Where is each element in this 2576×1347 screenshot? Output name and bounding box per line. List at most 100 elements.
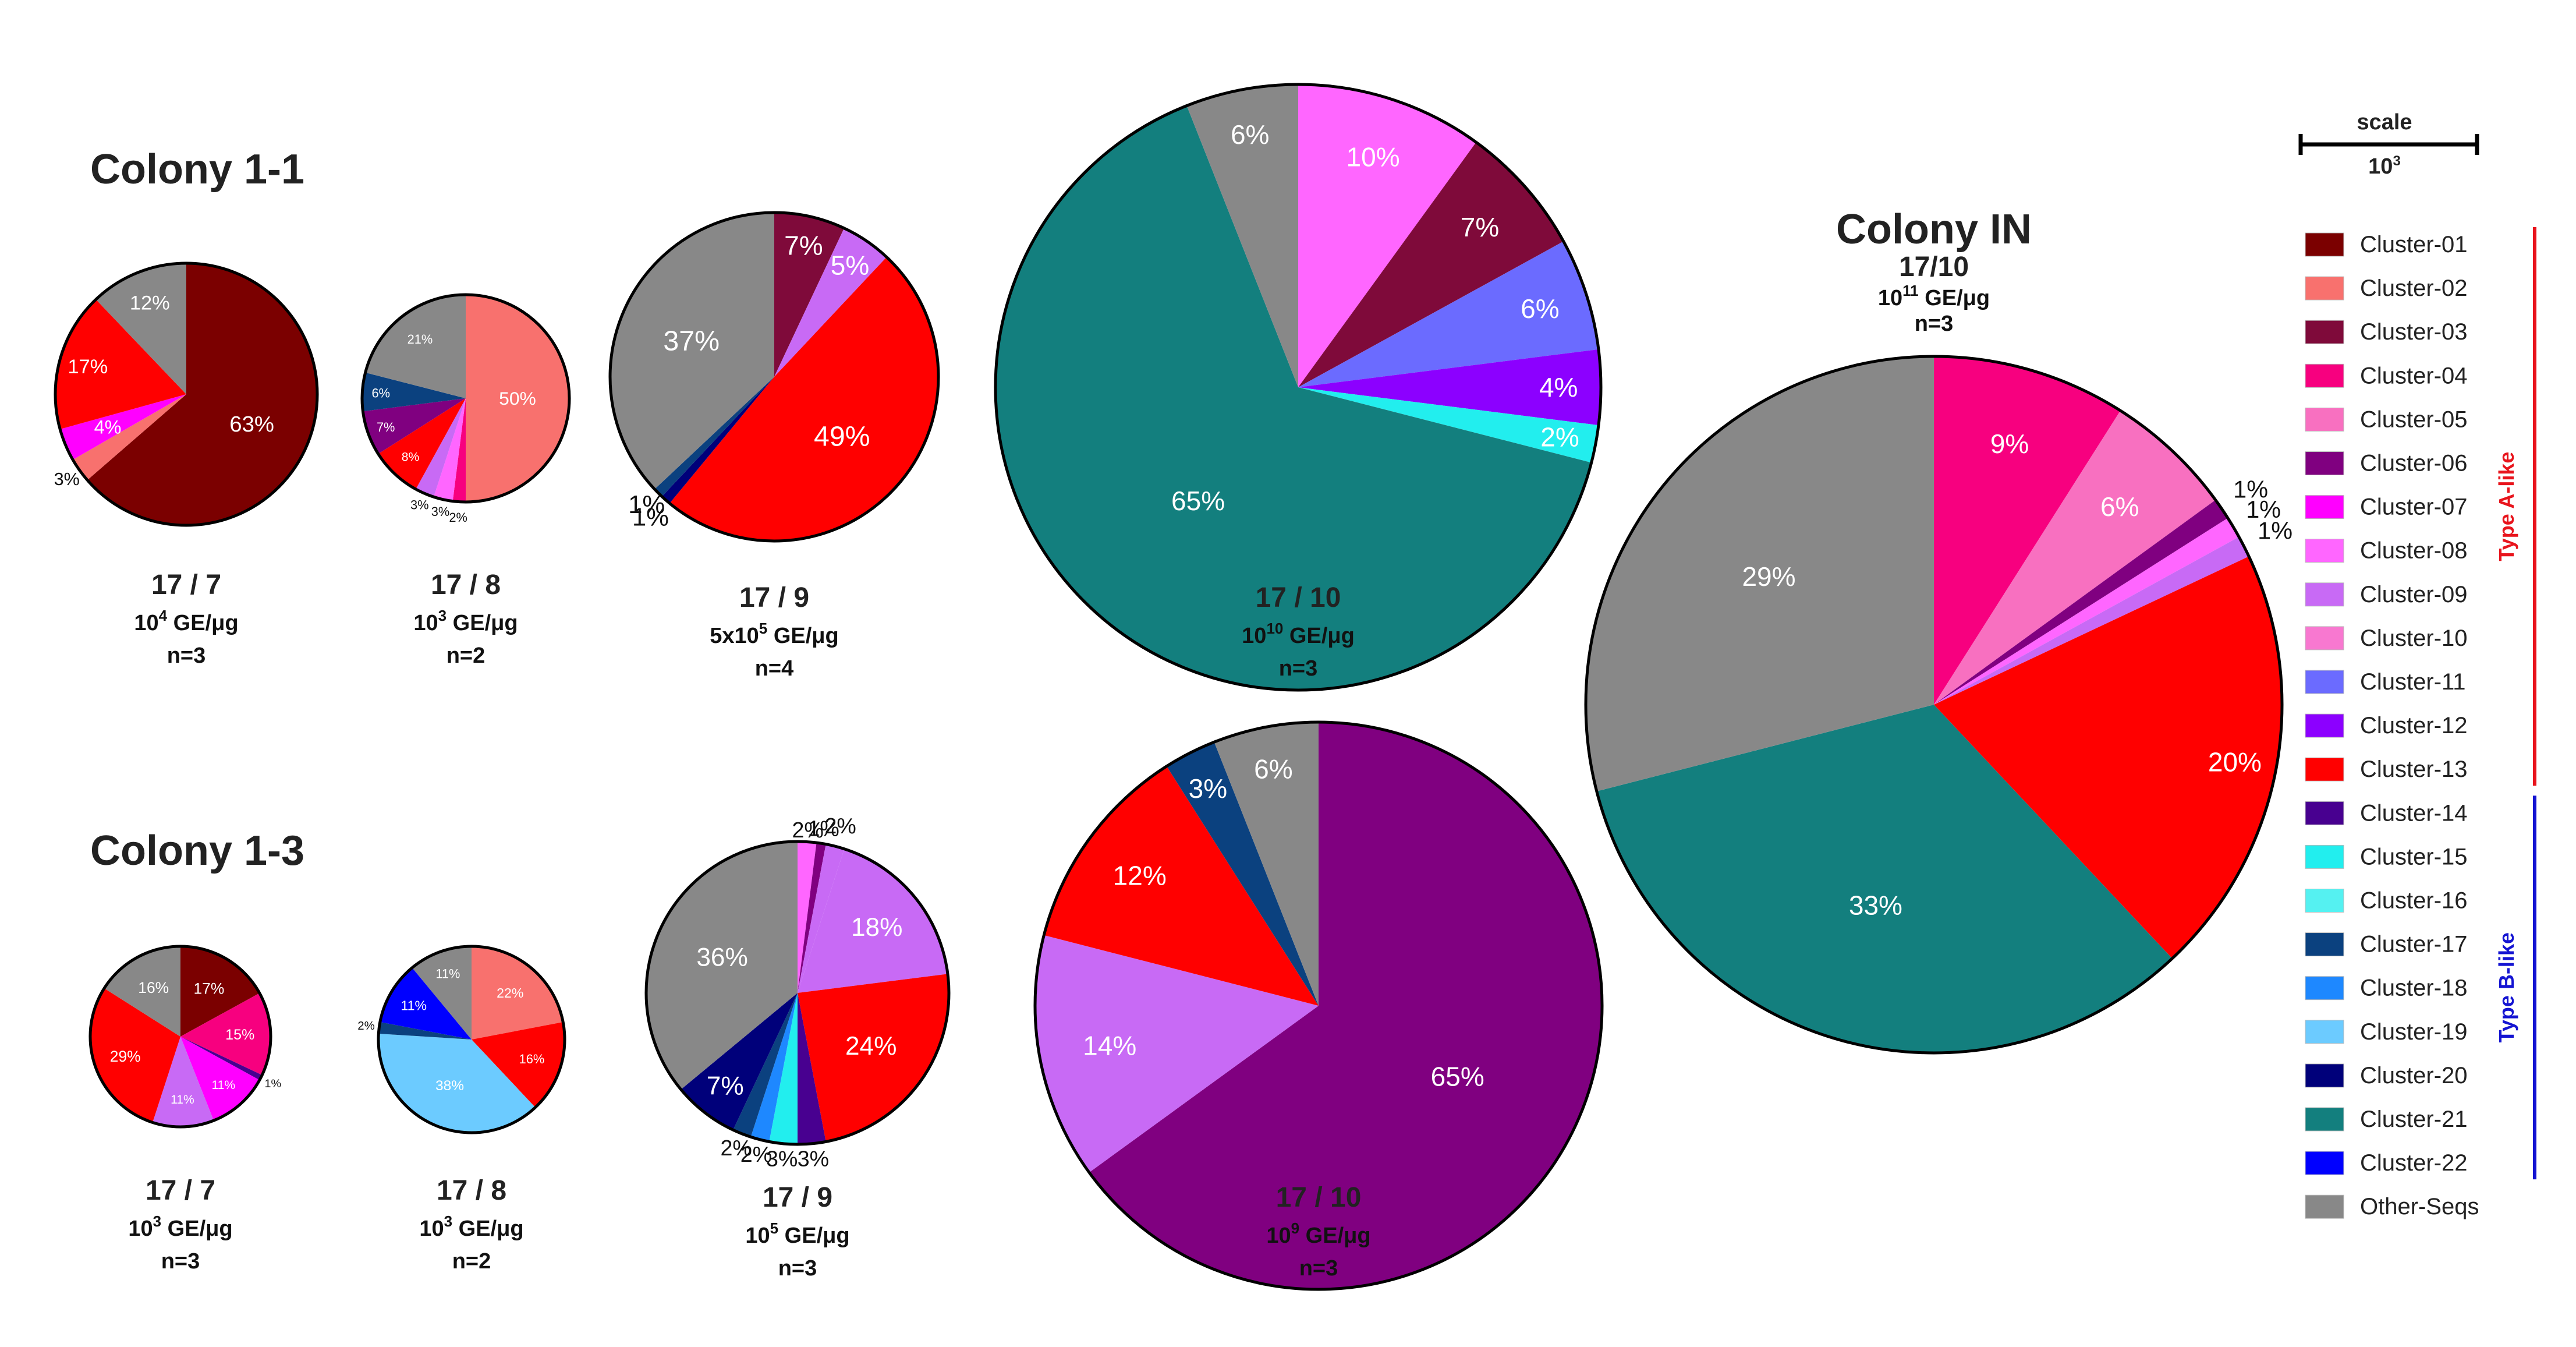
legend-item-c04: Cluster-04	[2305, 363, 2468, 388]
pie-caption: 17 / 7 104 GE/μg n=3	[134, 570, 238, 668]
pie-slice-c17	[733, 993, 798, 1137]
caption-ge: 103 GE/μg	[128, 1212, 232, 1241]
pie-slice-c02	[466, 295, 569, 502]
pie-slice-c14	[180, 1037, 263, 1080]
pie-slice-c17	[1167, 742, 1319, 1006]
legend-label: Cluster-15	[2360, 844, 2468, 869]
legend: Cluster-01 Cluster-02 Cluster-03 Cluster-04…	[2305, 227, 2536, 1219]
slice-label: 4%	[1539, 372, 1578, 402]
pie-caption: 17 / 10 1010 GE/μg n=3	[1242, 582, 1355, 681]
legend-label: Cluster-05	[2360, 406, 2468, 432]
slice-label: 17%	[68, 356, 108, 378]
pie-caption: 17 / 8 103 GE/μg n=2	[413, 570, 518, 668]
slice-label: 8%	[402, 451, 420, 464]
caption-date: 17 / 10	[1256, 582, 1341, 613]
legend-swatch	[2305, 713, 2344, 738]
pie-slice-c20	[681, 993, 798, 1130]
legend-swatch	[2305, 539, 2344, 563]
pie-outline	[994, 83, 1603, 692]
slice-label: 1%	[265, 1077, 282, 1090]
pie-slice-c07	[60, 394, 186, 460]
pie-slice-c03	[774, 213, 845, 377]
scale-label: scale	[2357, 110, 2412, 135]
caption-date: 17 / 8	[437, 1175, 506, 1206]
pie-slice-other	[104, 946, 180, 1037]
pie-outline	[608, 211, 940, 543]
legend-label: Cluster-06	[2360, 451, 2468, 476]
legend-item-c16: Cluster-16	[2305, 888, 2468, 914]
pie-slice-c18	[750, 993, 798, 1142]
slice-label: 6%	[1231, 119, 1269, 150]
legend-label: Cluster-21	[2360, 1106, 2468, 1132]
pie-slice-other	[646, 842, 798, 1090]
slice-label: 2%	[357, 1020, 374, 1033]
caption-date: 17 / 7	[146, 1175, 215, 1206]
pie-slice-c04	[1934, 356, 2121, 705]
slice-label: 2%	[825, 814, 856, 838]
legend-swatch	[2305, 320, 2344, 344]
slice-label: 21%	[408, 332, 433, 347]
slice-label: 33%	[1849, 890, 1902, 921]
pie-outline	[1584, 355, 2284, 1055]
legend-item-c05: Cluster-05	[2305, 406, 2468, 432]
legend-item-c14: Cluster-14	[2305, 800, 2468, 826]
pie-slice-c13	[90, 988, 180, 1123]
pie-slice-c09	[798, 848, 948, 993]
legend-item-c15: Cluster-15	[2305, 844, 2468, 869]
pie-slice-c11	[1298, 241, 1599, 387]
pie-slice-c13	[1044, 766, 1319, 1006]
slice-label: 5%	[831, 250, 869, 281]
pie-chart-colony13-17-10: 65% 14% 12% 3% 6% 17 / 10 109 GE/μg n=3	[1033, 720, 1604, 1291]
pie-caption: 17 / 7 103 GE/μg n=3	[128, 1175, 232, 1274]
slice-label: 22%	[497, 985, 523, 1000]
legend-label: Cluster-18	[2360, 975, 2468, 1001]
pie-slice-c09	[774, 228, 887, 377]
legend-swatch	[2305, 1107, 2344, 1132]
slice-label: 11%	[211, 1079, 235, 1092]
slice-label: 63%	[229, 412, 274, 437]
slice-label: 3%	[431, 504, 450, 519]
pie-chart-colony11-17-7: 63% 3% 4% 17% 12% 17 / 7 104 GE/μg n=3	[54, 261, 319, 668]
legend-item-c09: Cluster-09	[2305, 582, 2468, 607]
legend-label: Cluster-12	[2360, 713, 2468, 738]
pie-slice-c06	[1934, 500, 2228, 705]
legend-label: Cluster-20	[2360, 1063, 2468, 1088]
slice-label: 3%	[798, 1147, 829, 1171]
pie-slice-c20	[661, 377, 774, 504]
caption-date: 17 / 10	[1276, 1182, 1362, 1213]
slice-label: 14%	[1083, 1030, 1136, 1060]
pie-slice-c03	[1298, 142, 1564, 387]
slice-label: 2%	[721, 1136, 752, 1160]
legend-label: Cluster-14	[2360, 800, 2468, 826]
pie-slice-other	[610, 213, 774, 490]
pie-slice-c13	[55, 299, 186, 429]
legend-swatch	[2305, 757, 2344, 782]
type-a-label: Type A-like	[2494, 452, 2518, 561]
pie-outline	[88, 945, 272, 1129]
legend-swatch	[2305, 976, 2344, 1000]
slice-label: 11%	[435, 967, 460, 981]
legend-item-c02: Cluster-02	[2305, 275, 2468, 301]
legend-item-c17: Cluster-17	[2305, 932, 2468, 957]
pie-slice-c02	[472, 946, 564, 1040]
caption-n: n=3	[161, 1249, 200, 1274]
legend-item-other: Other-Seqs	[2305, 1194, 2479, 1219]
slice-label: 65%	[1431, 1062, 1484, 1092]
pie-slice-other	[365, 295, 466, 398]
slice-label: 7%	[377, 420, 395, 434]
pie-outline	[377, 945, 566, 1134]
legend-item-c18: Cluster-18	[2305, 975, 2468, 1001]
pie-slice-c09	[416, 398, 466, 497]
caption-ge: 109 GE/μg	[1266, 1219, 1370, 1248]
legend-item-c03: Cluster-03	[2305, 319, 2468, 345]
colony-1-3-title: Colony 1-3	[90, 828, 304, 874]
legend-label: Cluster-11	[2360, 669, 2466, 695]
slice-label: 1%	[2233, 476, 2268, 503]
pie-slice-c15	[769, 993, 798, 1144]
legend-swatch	[2305, 801, 2344, 825]
pie-slice-c04	[180, 993, 271, 1075]
pie-slice-c13	[798, 974, 949, 1142]
caption-ge: 105 GE/μg	[745, 1219, 849, 1248]
